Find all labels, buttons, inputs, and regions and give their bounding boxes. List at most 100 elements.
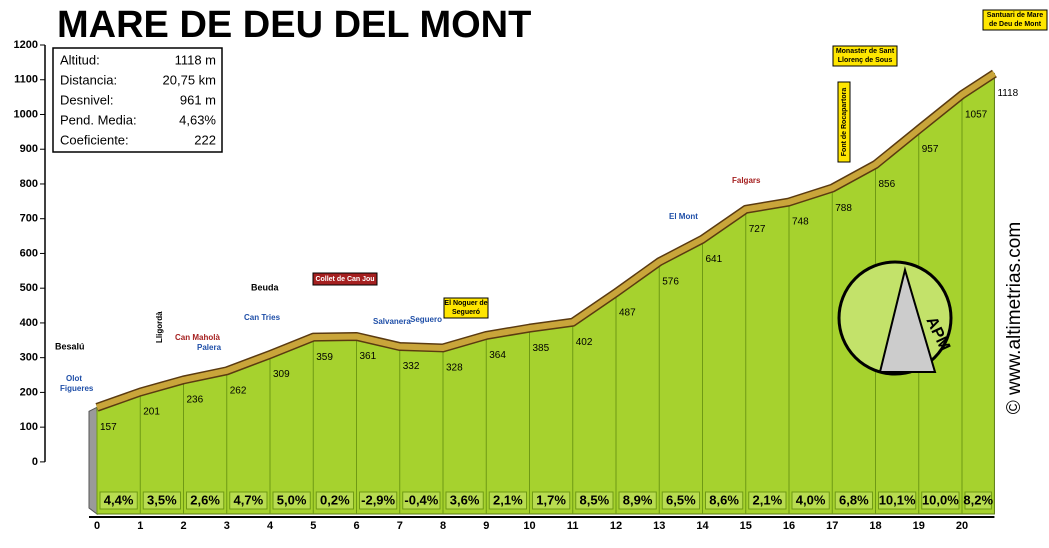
x-tick-label: 3 xyxy=(224,520,230,532)
info-label: Pend. Media: xyxy=(60,112,137,127)
gradient-label: 4,4% xyxy=(104,492,134,507)
gradient-box xyxy=(186,491,225,510)
gradient-label: 0,2% xyxy=(320,492,350,507)
place-box xyxy=(443,297,489,319)
place-box xyxy=(837,81,851,163)
place: Can Tries xyxy=(244,313,281,322)
elevation-label: 1057 xyxy=(965,109,988,120)
info-box xyxy=(52,47,223,153)
x-tick-label: 6 xyxy=(353,520,359,532)
x-tick-label: 15 xyxy=(740,520,752,532)
elevation-label: 1118 xyxy=(997,88,1018,99)
info-label: Desnivel: xyxy=(60,92,113,107)
gradient-label: 8,5% xyxy=(580,492,610,507)
y-tick-label: 100 xyxy=(20,421,38,433)
credit: © www.altimetrias.com xyxy=(1004,222,1025,414)
elevation-label: 157 xyxy=(100,422,117,433)
gradient-label: 2,1% xyxy=(493,492,523,507)
gradient-box xyxy=(964,491,992,510)
gradient-label: 6,8% xyxy=(839,492,869,507)
gradient-label: 4,0% xyxy=(796,492,826,507)
gradient-label: -0,4% xyxy=(404,492,438,507)
place: Figueres xyxy=(60,384,94,393)
place: Beuda xyxy=(251,282,280,292)
gradient-box xyxy=(142,491,181,510)
elevation-label: 788 xyxy=(835,203,852,214)
elevation-label: 856 xyxy=(879,179,896,190)
gradient-label: -2,9% xyxy=(361,492,395,507)
elevation-label: 309 xyxy=(273,369,290,380)
elevation-label: 364 xyxy=(489,350,506,361)
place: Can Maholà xyxy=(175,333,220,342)
gradient-box xyxy=(748,491,787,510)
chart-title: MARE DE DEU DEL MONT xyxy=(57,4,531,46)
gradient-box xyxy=(575,491,614,510)
elevation-label: 262 xyxy=(230,386,247,397)
gradient-box xyxy=(921,491,960,510)
y-tick-label: 0 xyxy=(32,456,38,468)
gradient-box xyxy=(878,491,917,510)
place: Seguero xyxy=(410,315,442,324)
info-value: 4,63% xyxy=(179,112,216,127)
x-tick-label: 2 xyxy=(180,520,186,532)
info-value: 222 xyxy=(194,132,216,147)
place: Falgars xyxy=(732,176,761,185)
info-label: Distancia: xyxy=(60,72,117,87)
place: El Mont xyxy=(669,212,698,221)
place: Collet de Can Jou xyxy=(315,276,374,283)
elevation-label: 576 xyxy=(662,276,679,287)
place: Monaster de Sant Llorenç de Sous xyxy=(835,48,895,64)
x-tick-label: 14 xyxy=(696,520,709,532)
info-label: Coeficiente: xyxy=(60,132,129,147)
logo-mountain xyxy=(878,266,937,373)
y-tick-label: 1200 xyxy=(14,39,38,51)
gradient-box xyxy=(791,491,830,510)
gradient-label: 8,6% xyxy=(709,492,739,507)
x-tick-label: 17 xyxy=(826,520,838,532)
x-tick-label: 16 xyxy=(783,520,795,532)
elevation-label: 748 xyxy=(792,217,809,228)
gradient-label: 3,5% xyxy=(147,492,177,507)
gradient-box xyxy=(445,491,484,510)
gradient-label: 6,5% xyxy=(666,492,696,507)
info-value: 961 m xyxy=(180,92,216,107)
place: Besalú xyxy=(55,341,85,351)
elevation-label: 236 xyxy=(187,395,204,406)
elevation-label: 487 xyxy=(619,307,636,318)
place: Olot xyxy=(66,374,82,383)
place: Font de Rocapartora xyxy=(841,88,848,157)
gradient-box xyxy=(532,491,571,510)
gradient-box xyxy=(315,491,354,510)
elevation-label: 201 xyxy=(143,407,160,418)
elevation-label: 727 xyxy=(749,224,766,235)
y-tick-label: 500 xyxy=(20,282,38,294)
profile-line xyxy=(96,70,997,411)
gradient-box xyxy=(661,491,700,510)
info-value: 20,75 km xyxy=(163,72,216,87)
y-tick-label: 600 xyxy=(20,247,38,259)
gradient-label: 10,1% xyxy=(879,492,916,507)
elevation-label: 332 xyxy=(403,361,420,372)
place: Palera xyxy=(197,343,222,352)
x-tick-label: 9 xyxy=(483,520,489,532)
info-label: Altitud: xyxy=(60,52,100,67)
gradient-label: 10,0% xyxy=(922,492,959,507)
gradient-box xyxy=(402,491,441,510)
x-tick-label: 0 xyxy=(94,520,100,532)
gradient-box xyxy=(705,491,744,510)
gradient-box xyxy=(229,491,268,510)
place-box xyxy=(312,272,378,286)
elevation-label: 641 xyxy=(706,254,723,265)
place: El Noguer de Segueró xyxy=(444,300,488,316)
x-tick-label: 1 xyxy=(137,520,143,532)
gradient-label: 2,6% xyxy=(190,492,220,507)
y-tick-label: 300 xyxy=(20,352,38,364)
x-tick-label: 8 xyxy=(440,520,446,532)
x-tick-label: 7 xyxy=(397,520,403,532)
x-tick-label: 11 xyxy=(567,520,579,532)
place: Santuari de Mare de Deu de Mont xyxy=(986,12,1044,28)
gradient-box xyxy=(488,491,527,510)
gradient-label: 3,6% xyxy=(450,492,480,507)
gradient-box xyxy=(834,491,873,510)
